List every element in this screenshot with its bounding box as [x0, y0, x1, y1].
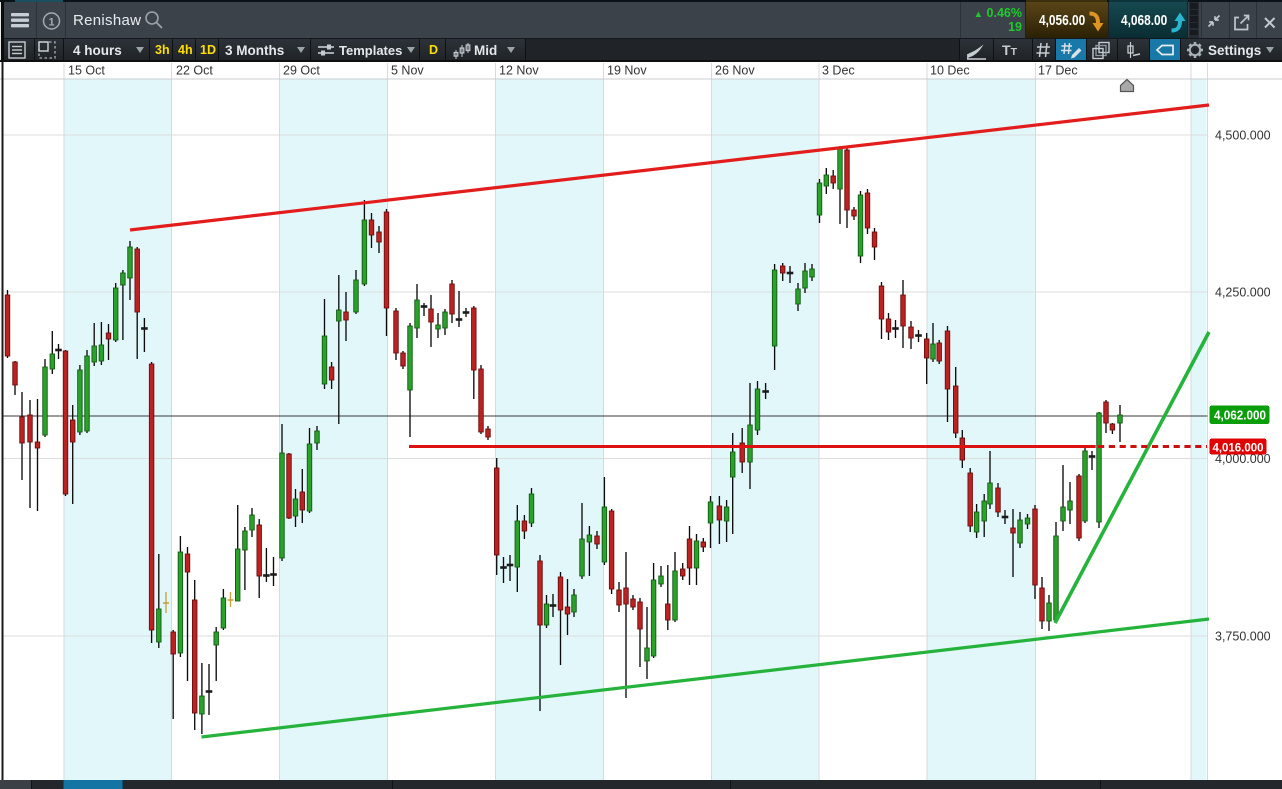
svg-text:19 Nov: 19 Nov	[607, 64, 647, 78]
svg-text:26 Nov: 26 Nov	[715, 64, 755, 78]
svg-text:22 Oct: 22 Oct	[176, 64, 213, 78]
svg-text:1: 1	[48, 17, 54, 29]
svg-text:15 Oct: 15 Oct	[68, 64, 105, 78]
svg-text:29 Oct: 29 Oct	[283, 64, 320, 78]
svg-text:10 Dec: 10 Dec	[930, 64, 970, 78]
svg-text:4,250.000: 4,250.000	[1215, 286, 1271, 300]
svg-text:3,750.000: 3,750.000	[1215, 630, 1271, 644]
svg-text:4,000.000: 4,000.000	[1215, 452, 1271, 466]
svg-text:17 Dec: 17 Dec	[1038, 64, 1078, 78]
svg-text:5 Nov: 5 Nov	[391, 64, 424, 78]
svg-text:4,500.000: 4,500.000	[1215, 129, 1271, 143]
svg-text:12 Nov: 12 Nov	[499, 64, 539, 78]
svg-text:3 Dec: 3 Dec	[822, 64, 855, 78]
svg-text:4,062.000: 4,062.000	[1214, 409, 1266, 423]
svg-text:4,016.000: 4,016.000	[1213, 441, 1264, 455]
